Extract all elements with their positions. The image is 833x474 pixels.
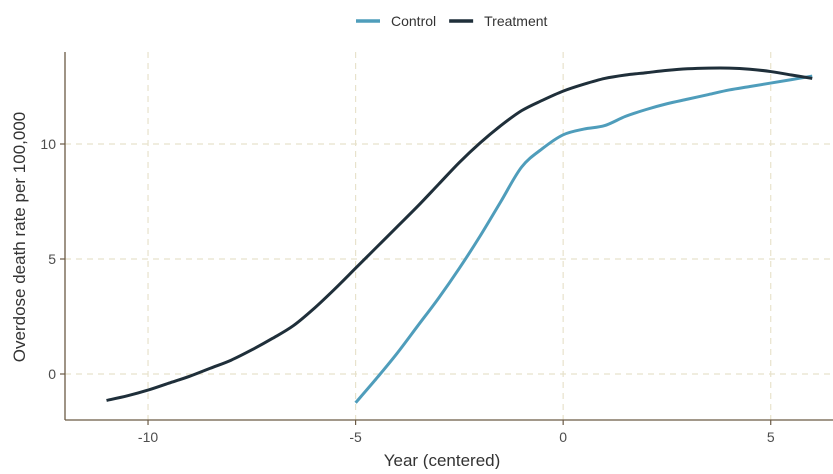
y-tick-label: 5: [48, 251, 56, 267]
x-tick-label: -5: [349, 429, 362, 445]
series-lines: [106, 66, 813, 404]
y-tick-label: 0: [48, 366, 56, 382]
x-axis-label: Year (centered): [384, 451, 501, 469]
legend-item-control: Control: [356, 13, 436, 29]
axes: -10 -5 0 5 0 5 10: [40, 52, 833, 445]
series-line-treatment: [106, 66, 813, 402]
legend-item-treatment: Treatment: [449, 13, 548, 29]
x-tick-label: -10: [138, 429, 158, 445]
legend-label: Control: [391, 13, 436, 29]
y-tick-label: 10: [40, 136, 56, 152]
grid-lines: [65, 52, 833, 420]
series-line-control: [354, 74, 813, 404]
legend-label: Treatment: [484, 13, 547, 29]
x-tick-label: 0: [559, 429, 567, 445]
x-tick-label: 5: [767, 429, 775, 445]
legend: Control Treatment: [356, 13, 548, 29]
y-axis-label: Overdose death rate per 100,000: [10, 112, 29, 362]
